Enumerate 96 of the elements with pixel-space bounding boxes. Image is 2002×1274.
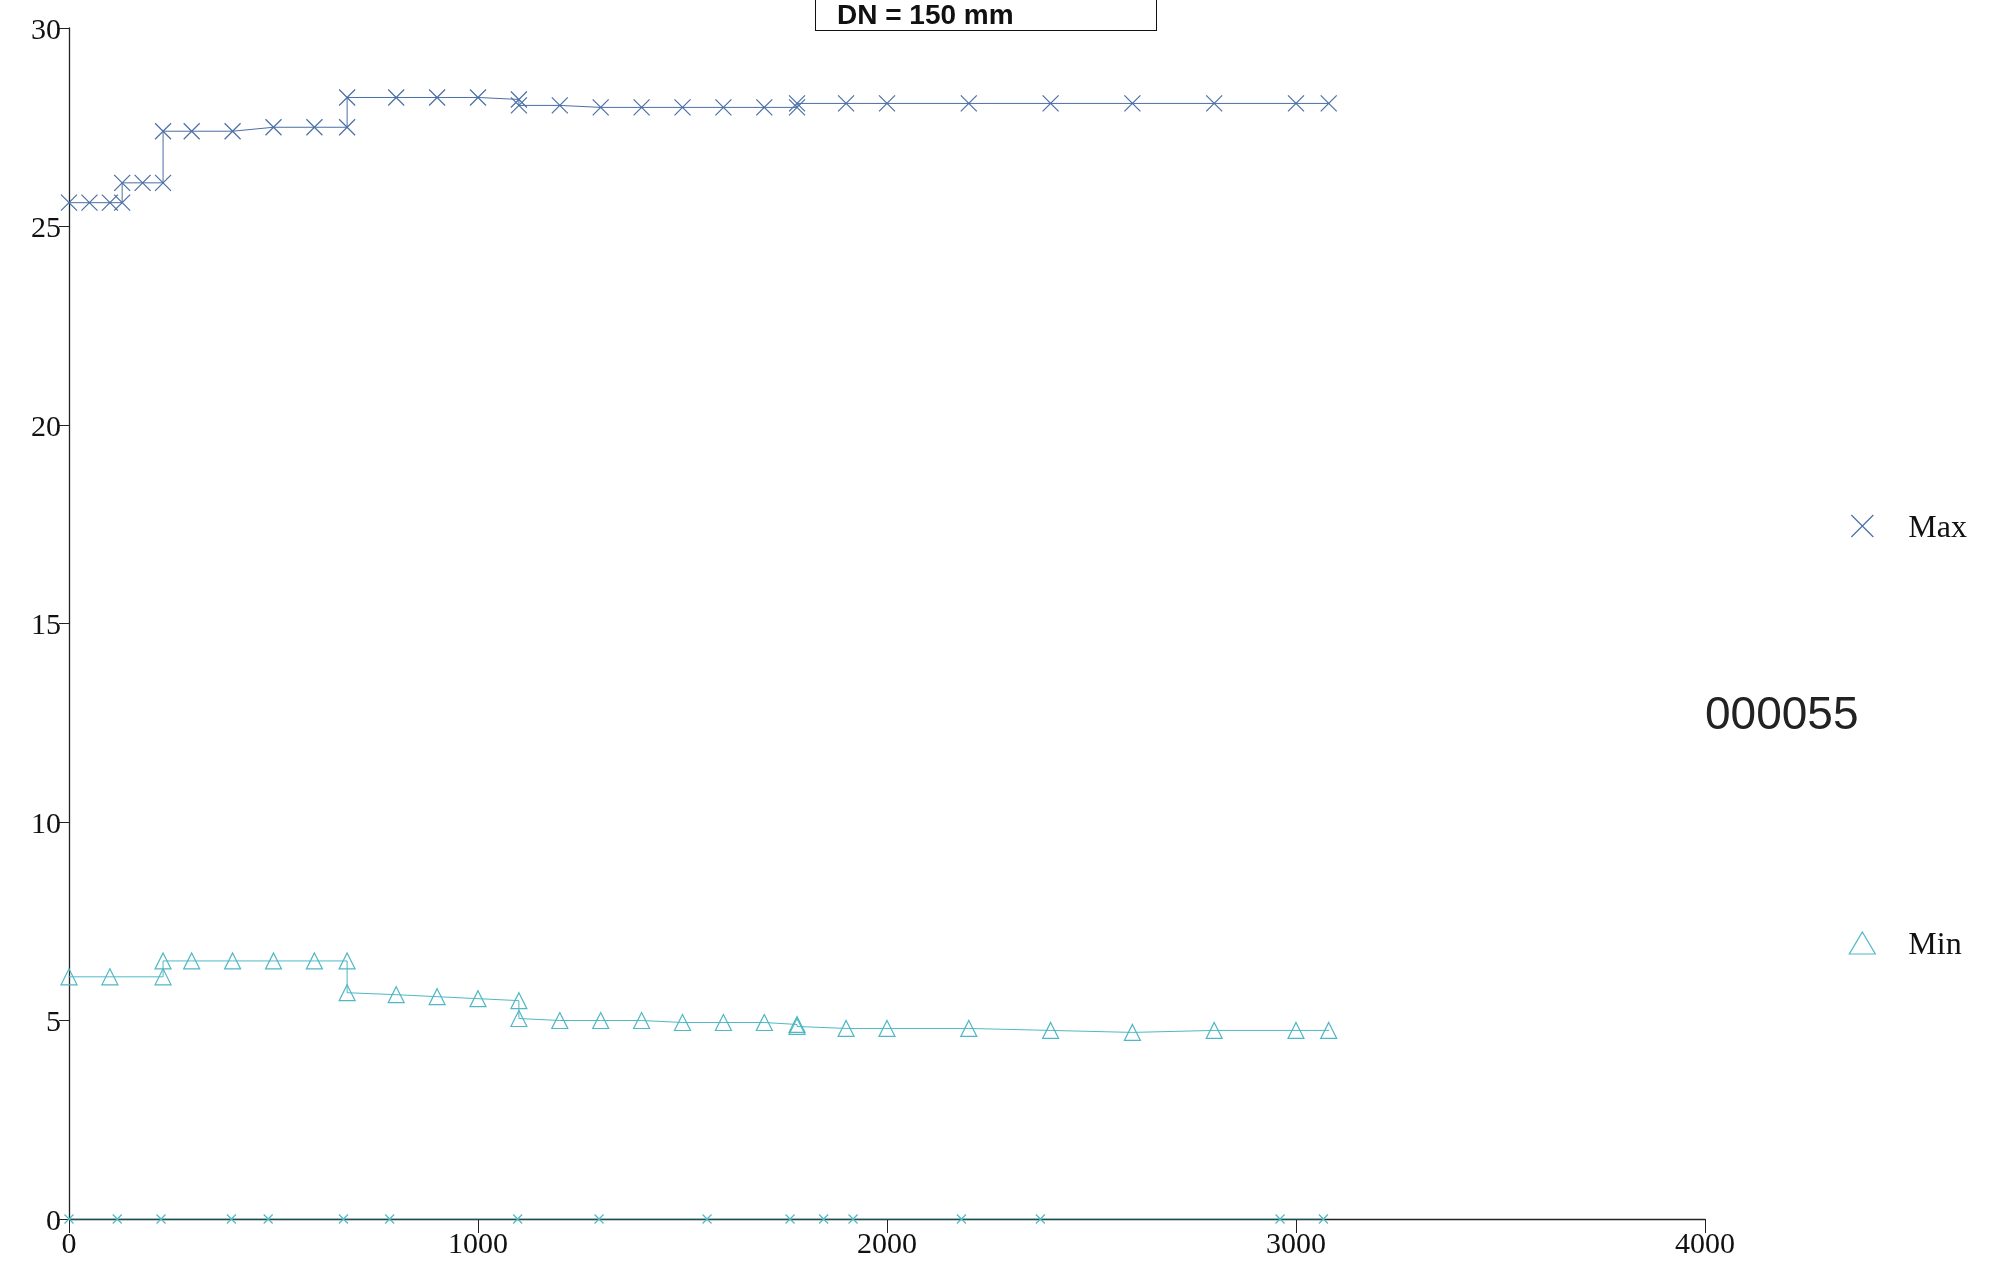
point <box>755 1013 773 1032</box>
point <box>784 1213 796 1225</box>
x-tick-label: 2000 <box>857 1225 917 1259</box>
point <box>1205 94 1223 113</box>
point <box>1042 94 1060 113</box>
point <box>338 1213 349 1225</box>
point <box>837 1019 855 1038</box>
y-tick-label: 15 <box>31 607 61 640</box>
point <box>224 122 242 140</box>
point <box>551 1011 569 1030</box>
point <box>1274 1213 1286 1225</box>
x-tick-label: 3000 <box>1266 1225 1326 1259</box>
x-tick-label: 4000 <box>1675 1225 1735 1259</box>
point <box>183 122 201 140</box>
point <box>592 98 610 116</box>
point <box>960 94 978 113</box>
point <box>264 118 283 136</box>
annotation: 000055 <box>1705 687 1859 739</box>
point <box>428 88 446 107</box>
point <box>1320 94 1338 113</box>
point <box>469 990 487 1008</box>
point <box>878 1019 896 1038</box>
point <box>1287 94 1305 113</box>
point <box>592 1011 610 1030</box>
point <box>263 1213 274 1225</box>
point <box>338 88 356 107</box>
point <box>1123 1023 1141 1042</box>
legend-label: Max <box>1908 508 1967 544</box>
point <box>510 90 528 109</box>
x-tick-label: 1000 <box>448 1225 508 1259</box>
point <box>818 1213 829 1225</box>
point <box>305 118 323 136</box>
point <box>226 1213 237 1225</box>
point <box>1042 1021 1060 1040</box>
y-tick-label: 25 <box>31 210 61 243</box>
y-tick-label: 10 <box>31 805 61 839</box>
point <box>101 194 119 212</box>
point <box>338 984 356 1002</box>
point <box>878 94 896 113</box>
point <box>101 968 119 986</box>
point <box>956 1213 967 1225</box>
point <box>183 952 201 970</box>
point <box>633 1011 651 1030</box>
point <box>305 952 323 970</box>
point <box>338 118 356 136</box>
point <box>80 194 99 212</box>
point <box>60 194 78 212</box>
point <box>788 98 806 116</box>
point <box>788 94 806 113</box>
point <box>387 88 405 107</box>
point <box>113 174 131 192</box>
point <box>1287 1021 1305 1040</box>
y-tick-label: 20 <box>31 408 61 442</box>
point <box>338 952 356 970</box>
point <box>154 968 172 986</box>
point <box>1318 1213 1329 1225</box>
y-tick-label: 0 <box>46 1202 61 1236</box>
point <box>1205 1021 1223 1040</box>
point <box>264 952 283 970</box>
point <box>469 88 487 107</box>
point <box>510 1009 528 1028</box>
point <box>714 1013 732 1032</box>
point <box>113 194 131 212</box>
point <box>1320 1021 1338 1040</box>
point <box>847 1213 859 1225</box>
point <box>384 1213 395 1225</box>
point <box>134 174 152 192</box>
point <box>387 986 405 1004</box>
point <box>154 952 172 970</box>
point <box>428 988 446 1006</box>
point <box>154 174 172 192</box>
point <box>224 952 242 970</box>
point <box>837 94 855 113</box>
point <box>960 1019 978 1038</box>
point <box>1123 94 1141 113</box>
legend-label: Min <box>1908 925 1962 961</box>
point <box>673 1013 692 1032</box>
point <box>551 96 569 115</box>
point <box>510 992 528 1010</box>
point <box>593 1213 605 1225</box>
point <box>63 1213 75 1225</box>
point <box>112 1213 123 1225</box>
annotation: DN = 150 mm <box>837 0 1014 30</box>
y-tick-label: 5 <box>46 1004 61 1037</box>
point <box>155 1213 167 1225</box>
point <box>673 98 692 116</box>
point <box>633 98 651 116</box>
point <box>60 968 78 986</box>
point <box>714 98 732 116</box>
point <box>701 1213 713 1225</box>
point <box>512 1213 523 1225</box>
y-tick-label: 30 <box>31 11 61 45</box>
point <box>1035 1213 1046 1225</box>
point <box>154 122 172 140</box>
point <box>755 98 773 116</box>
point <box>510 96 528 115</box>
